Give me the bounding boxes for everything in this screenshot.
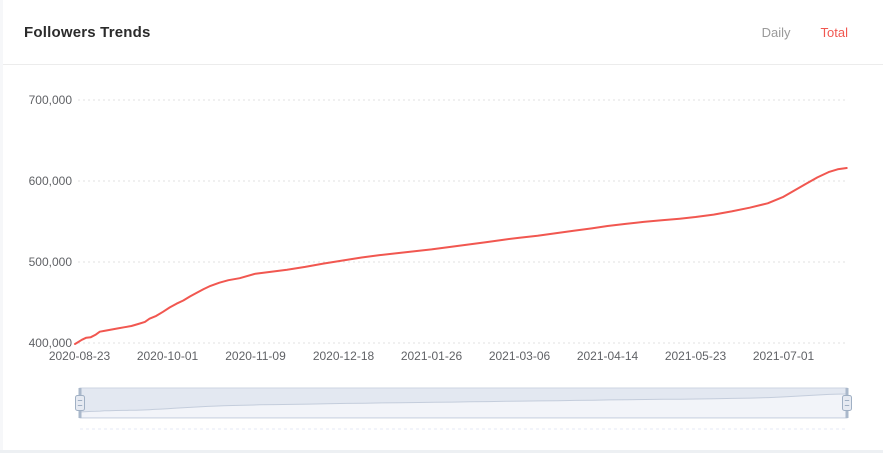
y-axis-label: 600,000 — [29, 174, 73, 188]
total-followers-line — [74, 167, 848, 345]
y-axis-label: 500,000 — [29, 255, 73, 269]
x-axis-label: 2021-07-01 — [753, 349, 815, 363]
x-axis-label: 2020-11-09 — [225, 349, 286, 363]
page-background-edge-left — [0, 0, 3, 453]
tab-daily[interactable]: Daily — [761, 24, 791, 40]
x-axis-label: 2020-08-23 — [49, 349, 111, 363]
card-header: Followers Trends Daily Total — [0, 0, 883, 65]
x-axis-label: 2021-03-06 — [489, 349, 551, 363]
slider-data-shadow-line — [79, 393, 848, 413]
slider-handle-right[interactable] — [842, 395, 852, 411]
view-toggle: Daily Total — [762, 26, 848, 39]
x-axis-label: 2020-10-01 — [137, 349, 199, 363]
x-axis-label: 2020-12-18 — [313, 349, 375, 363]
x-axis-label: 2021-01-26 — [401, 349, 463, 363]
y-axis-label: 700,000 — [29, 93, 73, 107]
page-background-edge-bottom — [0, 450, 883, 453]
tab-total[interactable]: Total — [820, 24, 848, 40]
slider-handle-left[interactable] — [75, 395, 85, 411]
y-axis-label: 400,000 — [29, 336, 73, 350]
x-axis-label: 2021-05-23 — [665, 349, 727, 363]
x-axis-label: 2021-04-14 — [577, 349, 639, 363]
page-title: Followers Trends — [24, 23, 151, 41]
